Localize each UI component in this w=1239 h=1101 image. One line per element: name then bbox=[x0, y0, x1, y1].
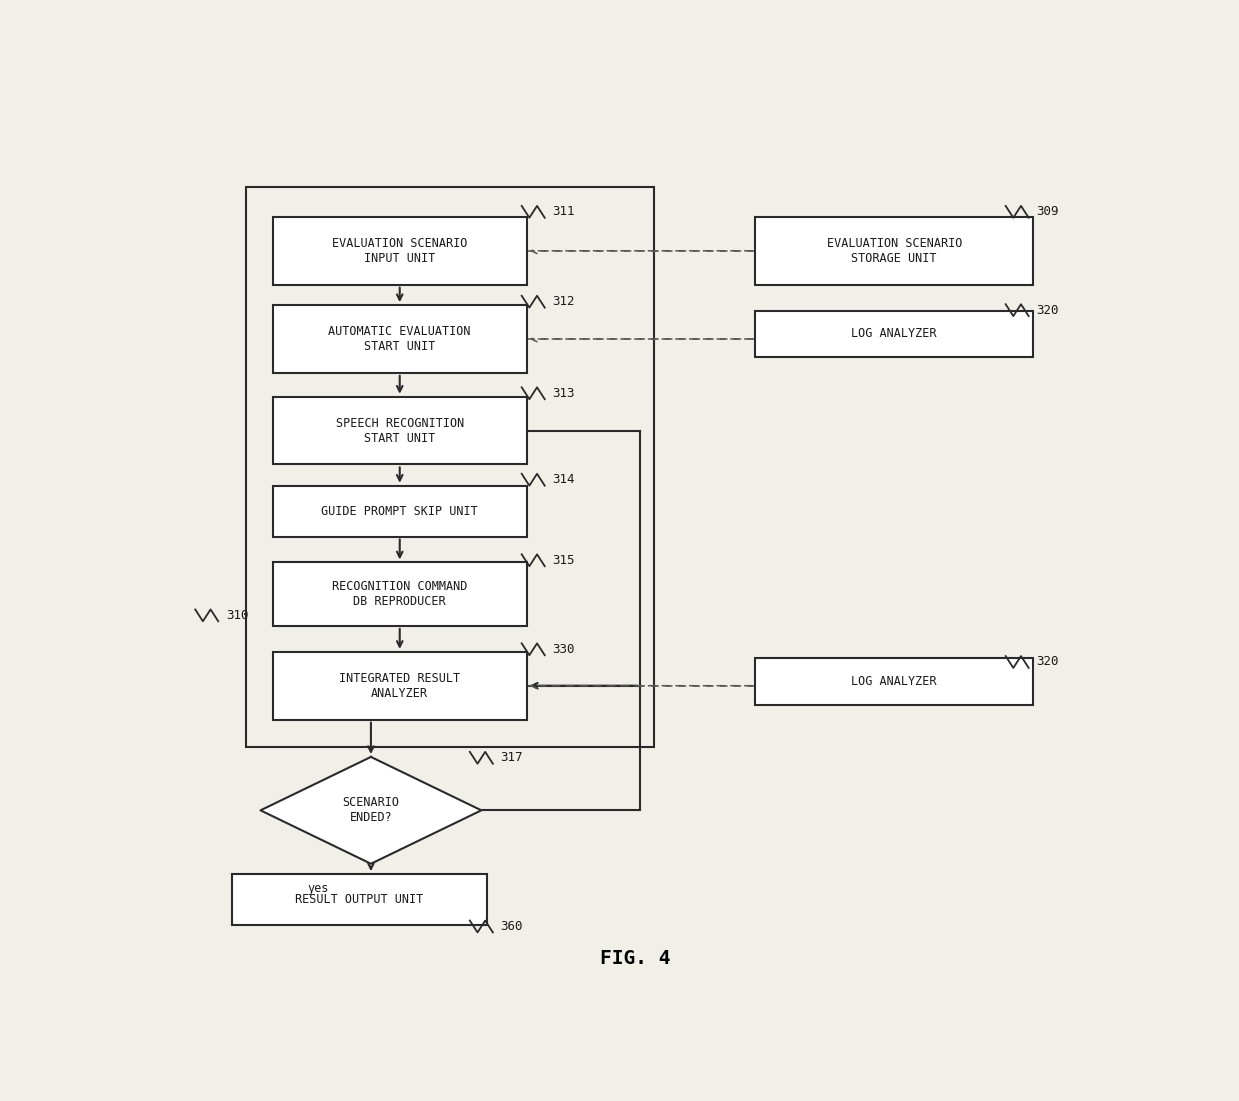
FancyBboxPatch shape bbox=[273, 305, 527, 373]
Text: 311: 311 bbox=[553, 205, 575, 218]
Text: 320: 320 bbox=[1036, 304, 1059, 317]
Text: 313: 313 bbox=[553, 386, 575, 400]
Text: SPEECH RECOGNITION
START UNIT: SPEECH RECOGNITION START UNIT bbox=[336, 416, 463, 445]
Polygon shape bbox=[260, 756, 481, 864]
Text: GUIDE PROMPT SKIP UNIT: GUIDE PROMPT SKIP UNIT bbox=[321, 504, 478, 517]
Text: RECOGNITION COMMAND
DB REPRODUCER: RECOGNITION COMMAND DB REPRODUCER bbox=[332, 580, 467, 608]
FancyBboxPatch shape bbox=[755, 310, 1033, 357]
Text: SCENARIO
ENDED?: SCENARIO ENDED? bbox=[342, 796, 399, 825]
Text: AUTOMATIC EVALUATION
START UNIT: AUTOMATIC EVALUATION START UNIT bbox=[328, 325, 471, 353]
Text: 317: 317 bbox=[501, 751, 523, 764]
Text: 360: 360 bbox=[501, 920, 523, 933]
Text: EVALUATION SCENARIO
STORAGE UNIT: EVALUATION SCENARIO STORAGE UNIT bbox=[826, 237, 961, 265]
Text: yes: yes bbox=[307, 882, 328, 895]
Text: 309: 309 bbox=[1036, 205, 1059, 218]
FancyBboxPatch shape bbox=[755, 217, 1033, 285]
Text: LOG ANALYZER: LOG ANALYZER bbox=[851, 675, 937, 688]
FancyBboxPatch shape bbox=[273, 563, 527, 626]
Text: 315: 315 bbox=[553, 554, 575, 567]
Text: INTEGRATED RESULT
ANALYZER: INTEGRATED RESULT ANALYZER bbox=[339, 672, 461, 700]
FancyBboxPatch shape bbox=[273, 652, 527, 720]
Text: 312: 312 bbox=[553, 295, 575, 308]
FancyBboxPatch shape bbox=[755, 658, 1033, 705]
FancyBboxPatch shape bbox=[273, 217, 527, 285]
Text: 320: 320 bbox=[1036, 655, 1059, 668]
FancyBboxPatch shape bbox=[273, 486, 527, 536]
Text: 330: 330 bbox=[553, 643, 575, 656]
Text: EVALUATION SCENARIO
INPUT UNIT: EVALUATION SCENARIO INPUT UNIT bbox=[332, 237, 467, 265]
Text: 314: 314 bbox=[553, 473, 575, 487]
Text: 310: 310 bbox=[225, 609, 249, 622]
Text: RESULT OUTPUT UNIT: RESULT OUTPUT UNIT bbox=[295, 893, 424, 906]
Text: FIG. 4: FIG. 4 bbox=[600, 949, 670, 968]
FancyBboxPatch shape bbox=[273, 396, 527, 465]
Text: LOG ANALYZER: LOG ANALYZER bbox=[851, 327, 937, 340]
FancyBboxPatch shape bbox=[232, 874, 487, 925]
